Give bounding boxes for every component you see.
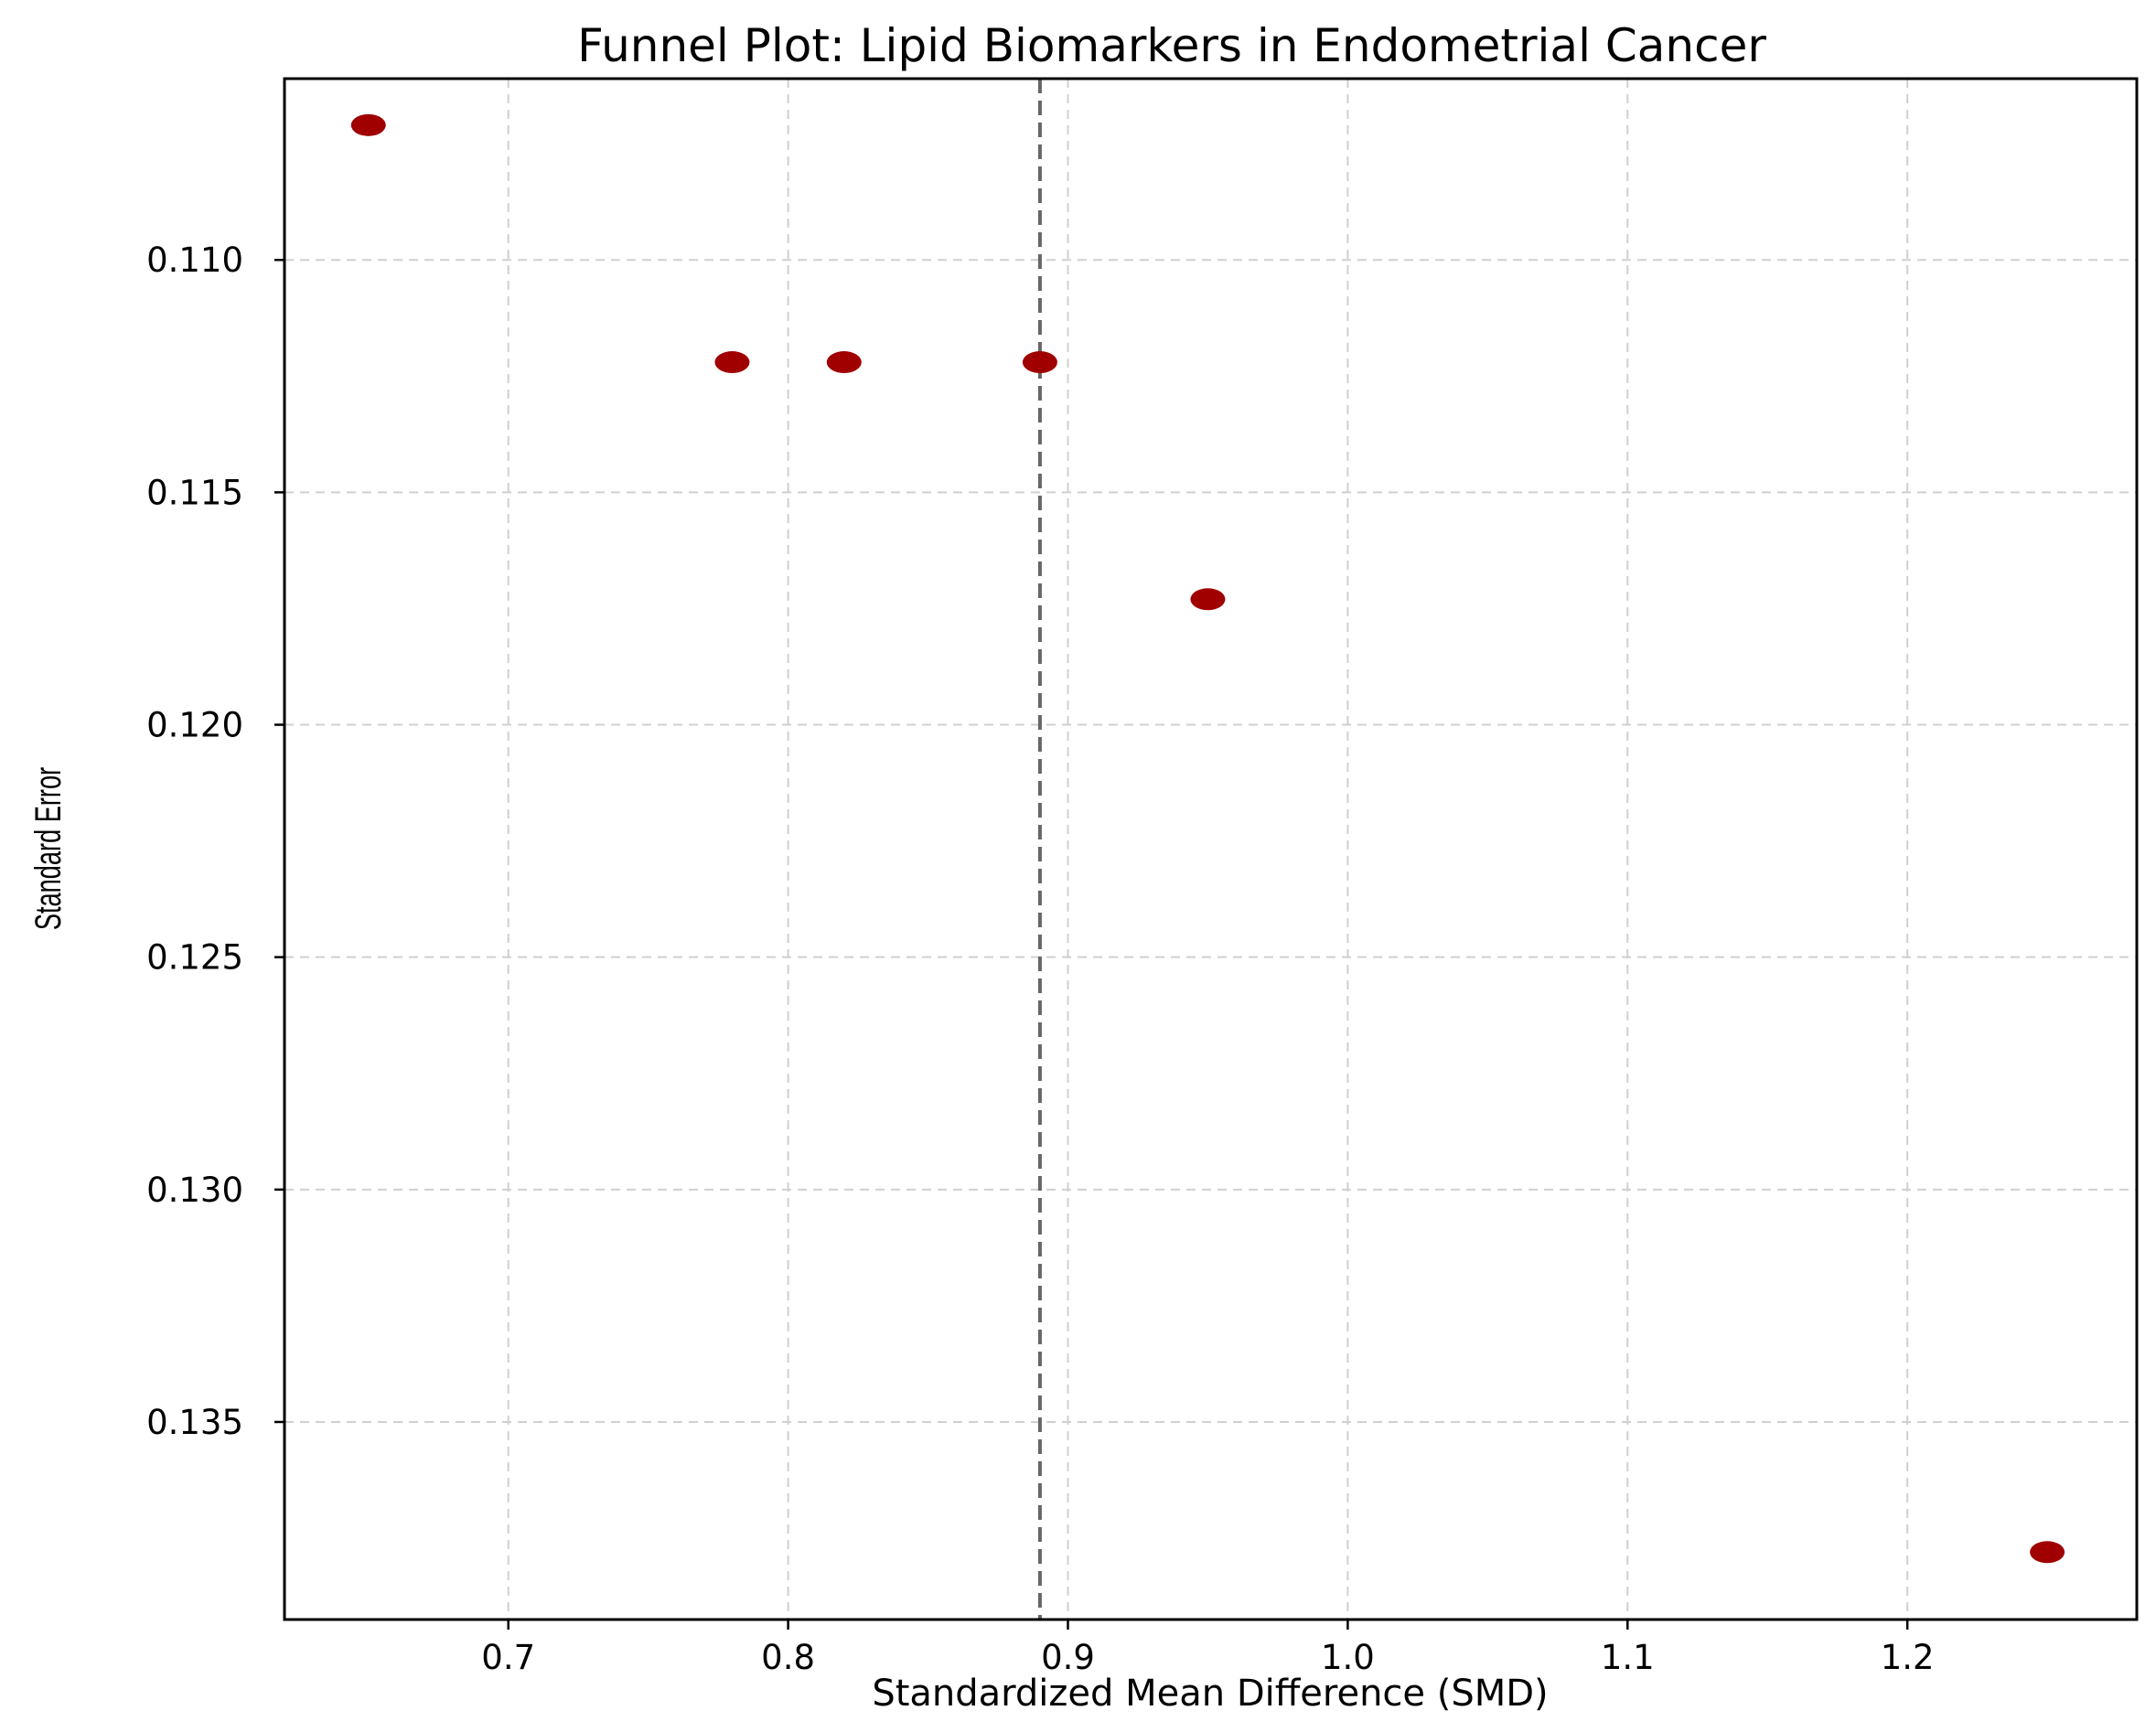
plot-frame bbox=[283, 77, 2139, 1621]
y-tick-label: 0.110 bbox=[146, 241, 243, 280]
data-point bbox=[1190, 588, 1226, 611]
y-tick-label: 0.115 bbox=[146, 473, 243, 512]
y-tick-label: 0.135 bbox=[146, 1403, 243, 1442]
x-axis-ticks: 0.7 0.8 0.9 1.0 1.1 1.2 bbox=[481, 1620, 1935, 1677]
x-tick-label: 0.9 bbox=[1041, 1638, 1095, 1677]
data-point bbox=[350, 113, 386, 136]
x-tick-label: 1.0 bbox=[1321, 1638, 1375, 1677]
chart-title: Funnel Plot: Lipid Biomarkers in Endomet… bbox=[577, 19, 1766, 72]
x-tick-label: 1.1 bbox=[1601, 1638, 1655, 1677]
x-tick-label: 0.8 bbox=[761, 1638, 815, 1677]
x-tick-label: 1.2 bbox=[1881, 1638, 1935, 1677]
data-points bbox=[350, 113, 2065, 1564]
data-point bbox=[826, 351, 862, 374]
y-tick-label: 0.130 bbox=[146, 1171, 243, 1210]
y-tick-label: 0.125 bbox=[146, 938, 243, 978]
data-point bbox=[2030, 1541, 2065, 1564]
data-point bbox=[1022, 351, 1057, 374]
x-axis-label: Standardized Mean Difference (SMD) bbox=[872, 1673, 1548, 1715]
y-axis-ticks: 0.110 0.115 0.120 0.125 0.130 0.135 bbox=[146, 241, 284, 1442]
y-axis-label: Standard Error bbox=[28, 767, 69, 930]
x-tick-label: 0.7 bbox=[481, 1638, 535, 1677]
y-tick-label: 0.120 bbox=[146, 706, 243, 745]
grid-lines bbox=[284, 79, 2137, 1620]
data-point bbox=[714, 351, 750, 374]
